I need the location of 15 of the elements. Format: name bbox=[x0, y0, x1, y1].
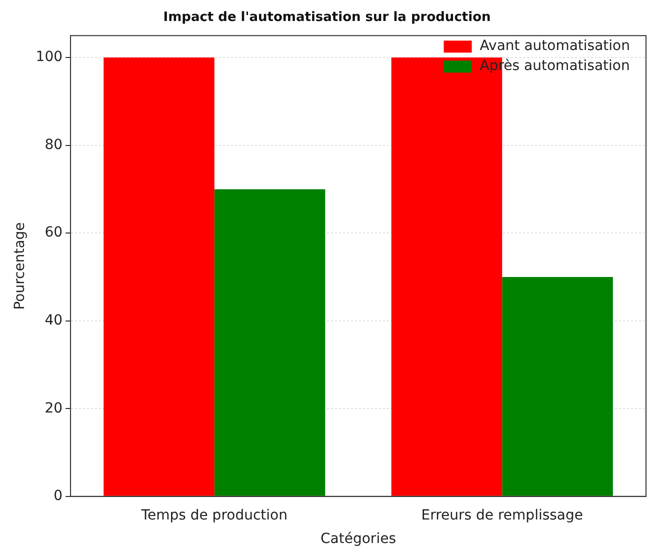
y-tick-label: 40 bbox=[44, 312, 63, 328]
y-tick-label: 20 bbox=[44, 400, 63, 416]
x-tick-label: Temps de production bbox=[140, 507, 288, 524]
y-axis-title: Pourcentage bbox=[12, 222, 28, 310]
bar bbox=[214, 189, 326, 496]
chart-title: Impact de l'automatisation sur la production bbox=[163, 10, 491, 26]
x-tick-label: Erreurs de remplissage bbox=[421, 507, 584, 524]
bar bbox=[502, 276, 613, 496]
x-axis-title: Catégories bbox=[320, 531, 396, 548]
y-tick-label: 80 bbox=[44, 136, 63, 153]
bar bbox=[104, 58, 214, 496]
legend-label: Avant automatisation bbox=[480, 38, 630, 54]
y-tick-label: 0 bbox=[54, 488, 63, 504]
y-tick-label: 60 bbox=[44, 224, 63, 241]
y-tick-label: 100 bbox=[36, 49, 63, 66]
